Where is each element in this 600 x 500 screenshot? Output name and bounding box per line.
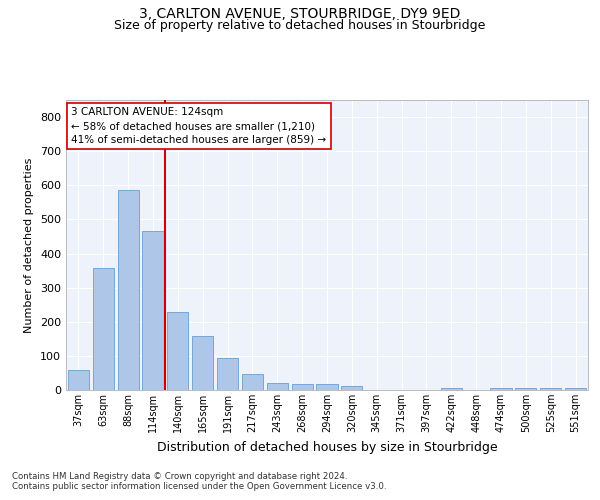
Text: 3, CARLTON AVENUE, STOURBRIDGE, DY9 9ED: 3, CARLTON AVENUE, STOURBRIDGE, DY9 9ED — [139, 8, 461, 22]
Bar — [68, 370, 89, 390]
Text: Size of property relative to detached houses in Stourbridge: Size of property relative to detached ho… — [115, 19, 485, 32]
Bar — [93, 268, 114, 390]
Bar — [490, 388, 512, 390]
Bar — [540, 388, 561, 390]
Bar — [242, 374, 263, 390]
Bar — [441, 388, 462, 390]
Bar — [316, 384, 338, 390]
Bar — [118, 190, 139, 390]
Bar — [142, 232, 164, 390]
Y-axis label: Number of detached properties: Number of detached properties — [25, 158, 34, 332]
Text: 3 CARLTON AVENUE: 124sqm
← 58% of detached houses are smaller (1,210)
41% of sem: 3 CARLTON AVENUE: 124sqm ← 58% of detach… — [71, 108, 326, 146]
Bar — [292, 384, 313, 390]
Bar — [565, 388, 586, 390]
Text: Contains public sector information licensed under the Open Government Licence v3: Contains public sector information licen… — [12, 482, 386, 491]
Bar — [341, 386, 362, 390]
Bar — [167, 312, 188, 390]
Bar — [515, 388, 536, 390]
Bar — [217, 358, 238, 390]
X-axis label: Distribution of detached houses by size in Stourbridge: Distribution of detached houses by size … — [157, 440, 497, 454]
Text: Contains HM Land Registry data © Crown copyright and database right 2024.: Contains HM Land Registry data © Crown c… — [12, 472, 347, 481]
Bar — [192, 336, 213, 390]
Bar — [267, 383, 288, 390]
